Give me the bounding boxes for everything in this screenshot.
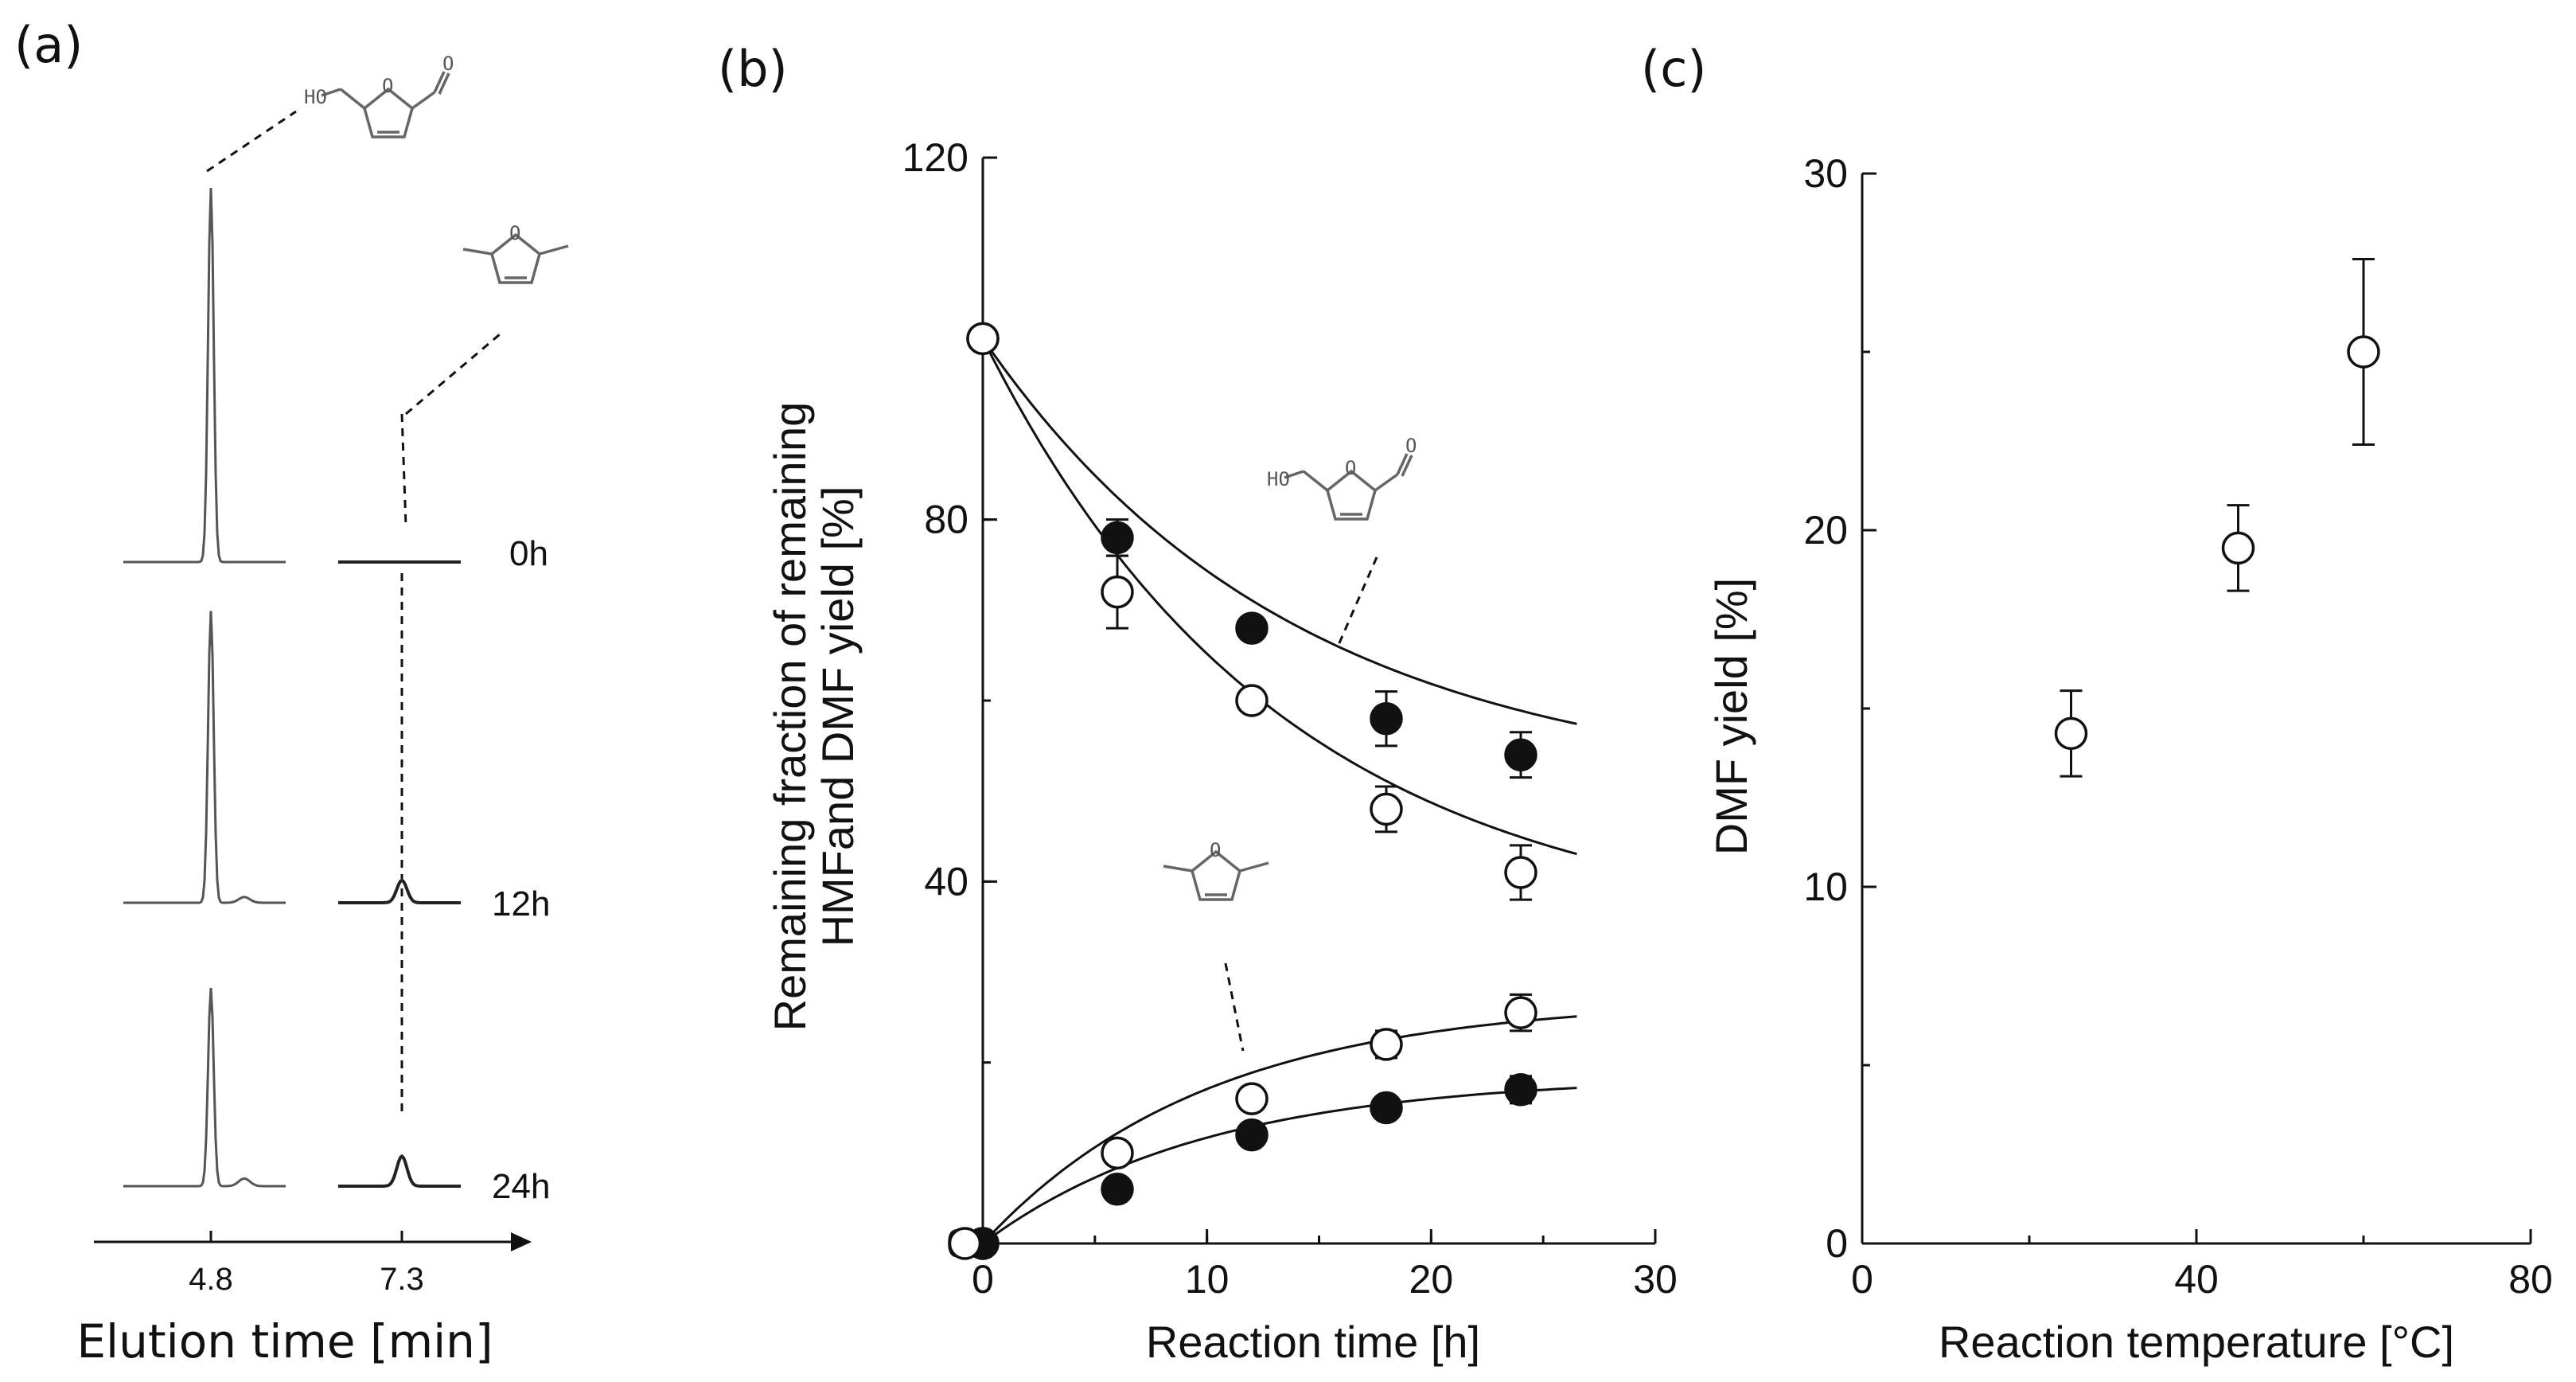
chromatogram-trace-hmf-0h (123, 187, 286, 564)
c-data-point-s0-0 (2054, 716, 2088, 751)
c-x-tick-label: 40 (2174, 1257, 2219, 1302)
panel-label-c: (c) (1641, 40, 1706, 98)
b-data-point-s2-2 (1235, 1082, 1269, 1115)
dmf-structure-icon: O (462, 222, 569, 284)
c-y-tick-label: 10 (1803, 865, 1848, 909)
fit-curves-b (981, 338, 1577, 1245)
trace-label-0h: 0h (509, 534, 548, 573)
panel-label-a: (a) (14, 16, 83, 74)
b-fit-curve-1 (981, 338, 1577, 856)
axes-b: 010203004080120 (902, 135, 1678, 1302)
b-data-point-s1-0 (966, 322, 1000, 356)
b-data-point-s1-3 (1370, 792, 1403, 826)
b-data-point-s1-2 (1235, 684, 1269, 717)
b-y-tick-label: 120 (902, 135, 968, 180)
chromatogram-trace-dmf-12h (338, 878, 461, 904)
axes-c: 0 40 80 0 10 20 30 (1803, 151, 2552, 1302)
b-x-tick-label: 20 (1409, 1257, 1454, 1302)
svg-text:O: O (1345, 457, 1356, 479)
b-fit-curve-2 (981, 1015, 1577, 1245)
b-data-point-s2-4 (1504, 996, 1537, 1029)
b-data-point-s3-3 (1370, 1091, 1403, 1125)
panel-c-chart: 0 40 80 0 10 20 30 Reaction temperature [°C] D… (1706, 151, 2553, 1367)
trace-label-12h: 12h (492, 884, 550, 923)
b-data-point-s0-3 (1370, 701, 1403, 736)
b-data-point-s3-4 (1504, 1073, 1537, 1107)
points-b (948, 322, 1537, 1260)
c-x-tick-label: 80 (2508, 1257, 2553, 1302)
chromatogram-traces (123, 187, 461, 1188)
y-axis-title-b-line2: HMFand DMF yield [%] (813, 486, 863, 947)
svg-text:O: O (382, 75, 393, 97)
c-y-tick-label: 30 (1803, 151, 1848, 196)
points-c (2054, 258, 2380, 778)
svg-text:O: O (509, 222, 520, 244)
b-data-point-extra (948, 1227, 982, 1260)
svg-text:HO: HO (304, 86, 327, 108)
b-data-point-s1-4 (1504, 856, 1537, 889)
dmf-structure-icon-b: O (1163, 839, 1269, 901)
chromatogram-trace-hmf-24h (123, 987, 286, 1188)
y-axis-title-b-line1: Remaining fraction of remaining (765, 402, 815, 1032)
svg-text:HO: HO (1267, 468, 1290, 490)
b-y-tick-label: 80 (924, 498, 968, 542)
b-data-point-s2-3 (1370, 1028, 1403, 1061)
panel-b-chart: 010203004080120 HO O O O Reaction time [… (765, 135, 1678, 1367)
b-data-point-s3-1 (1101, 1173, 1134, 1206)
panel-a-chromatograms: HO O O O 0h 12h 24h 4.8 7.3 Elution time… (76, 53, 569, 1368)
x-axis-title-c: Reaction temperature [°C] (1939, 1317, 2454, 1367)
panel-label-b: (b) (718, 40, 788, 98)
x-tick-4-8: 4.8 (189, 1262, 233, 1297)
x-axis-title-a: Elution time [min] (76, 1314, 493, 1368)
svg-text:O: O (1210, 839, 1221, 861)
chromatogram-trace-dmf-24h (338, 1154, 461, 1188)
axis-arrow-icon (511, 1232, 532, 1251)
svg-text:O: O (1405, 435, 1417, 457)
b-data-point-s0-2 (1235, 611, 1269, 645)
b-data-point-s1-1 (1101, 575, 1134, 609)
c-x-tick-label: 0 (1851, 1257, 1873, 1302)
c-y-tick-label: 20 (1803, 508, 1848, 552)
b-fit-curve-0 (981, 338, 1577, 725)
c-data-point-s0-2 (2347, 335, 2380, 369)
svg-text:O: O (442, 53, 454, 75)
x-axis-title-b: Reaction time [h] (1146, 1317, 1480, 1367)
x-tick-7-3: 7.3 (380, 1262, 424, 1297)
c-y-tick-label: 0 (1826, 1221, 1848, 1266)
trace-label-24h: 24h (492, 1167, 550, 1206)
b-data-point-s2-1 (1101, 1136, 1134, 1170)
b-data-point-s0-1 (1101, 521, 1134, 555)
hmf-structure-icon: HO O O (304, 53, 454, 139)
chromatogram-trace-hmf-12h (123, 611, 286, 904)
c-data-point-s0-1 (2221, 531, 2255, 565)
b-x-tick-label: 10 (1185, 1257, 1230, 1302)
b-fit-curve-3 (982, 1087, 1577, 1245)
b-x-tick-label: 0 (972, 1257, 994, 1302)
y-axis-title-c: DMF yield [%] (1706, 578, 1756, 856)
b-x-tick-label: 30 (1633, 1257, 1678, 1302)
b-data-point-s0-4 (1504, 738, 1537, 771)
b-y-tick-label: 40 (924, 859, 968, 904)
b-data-point-s3-2 (1235, 1118, 1269, 1152)
hmf-structure-icon-b: HO O O (1267, 435, 1417, 521)
